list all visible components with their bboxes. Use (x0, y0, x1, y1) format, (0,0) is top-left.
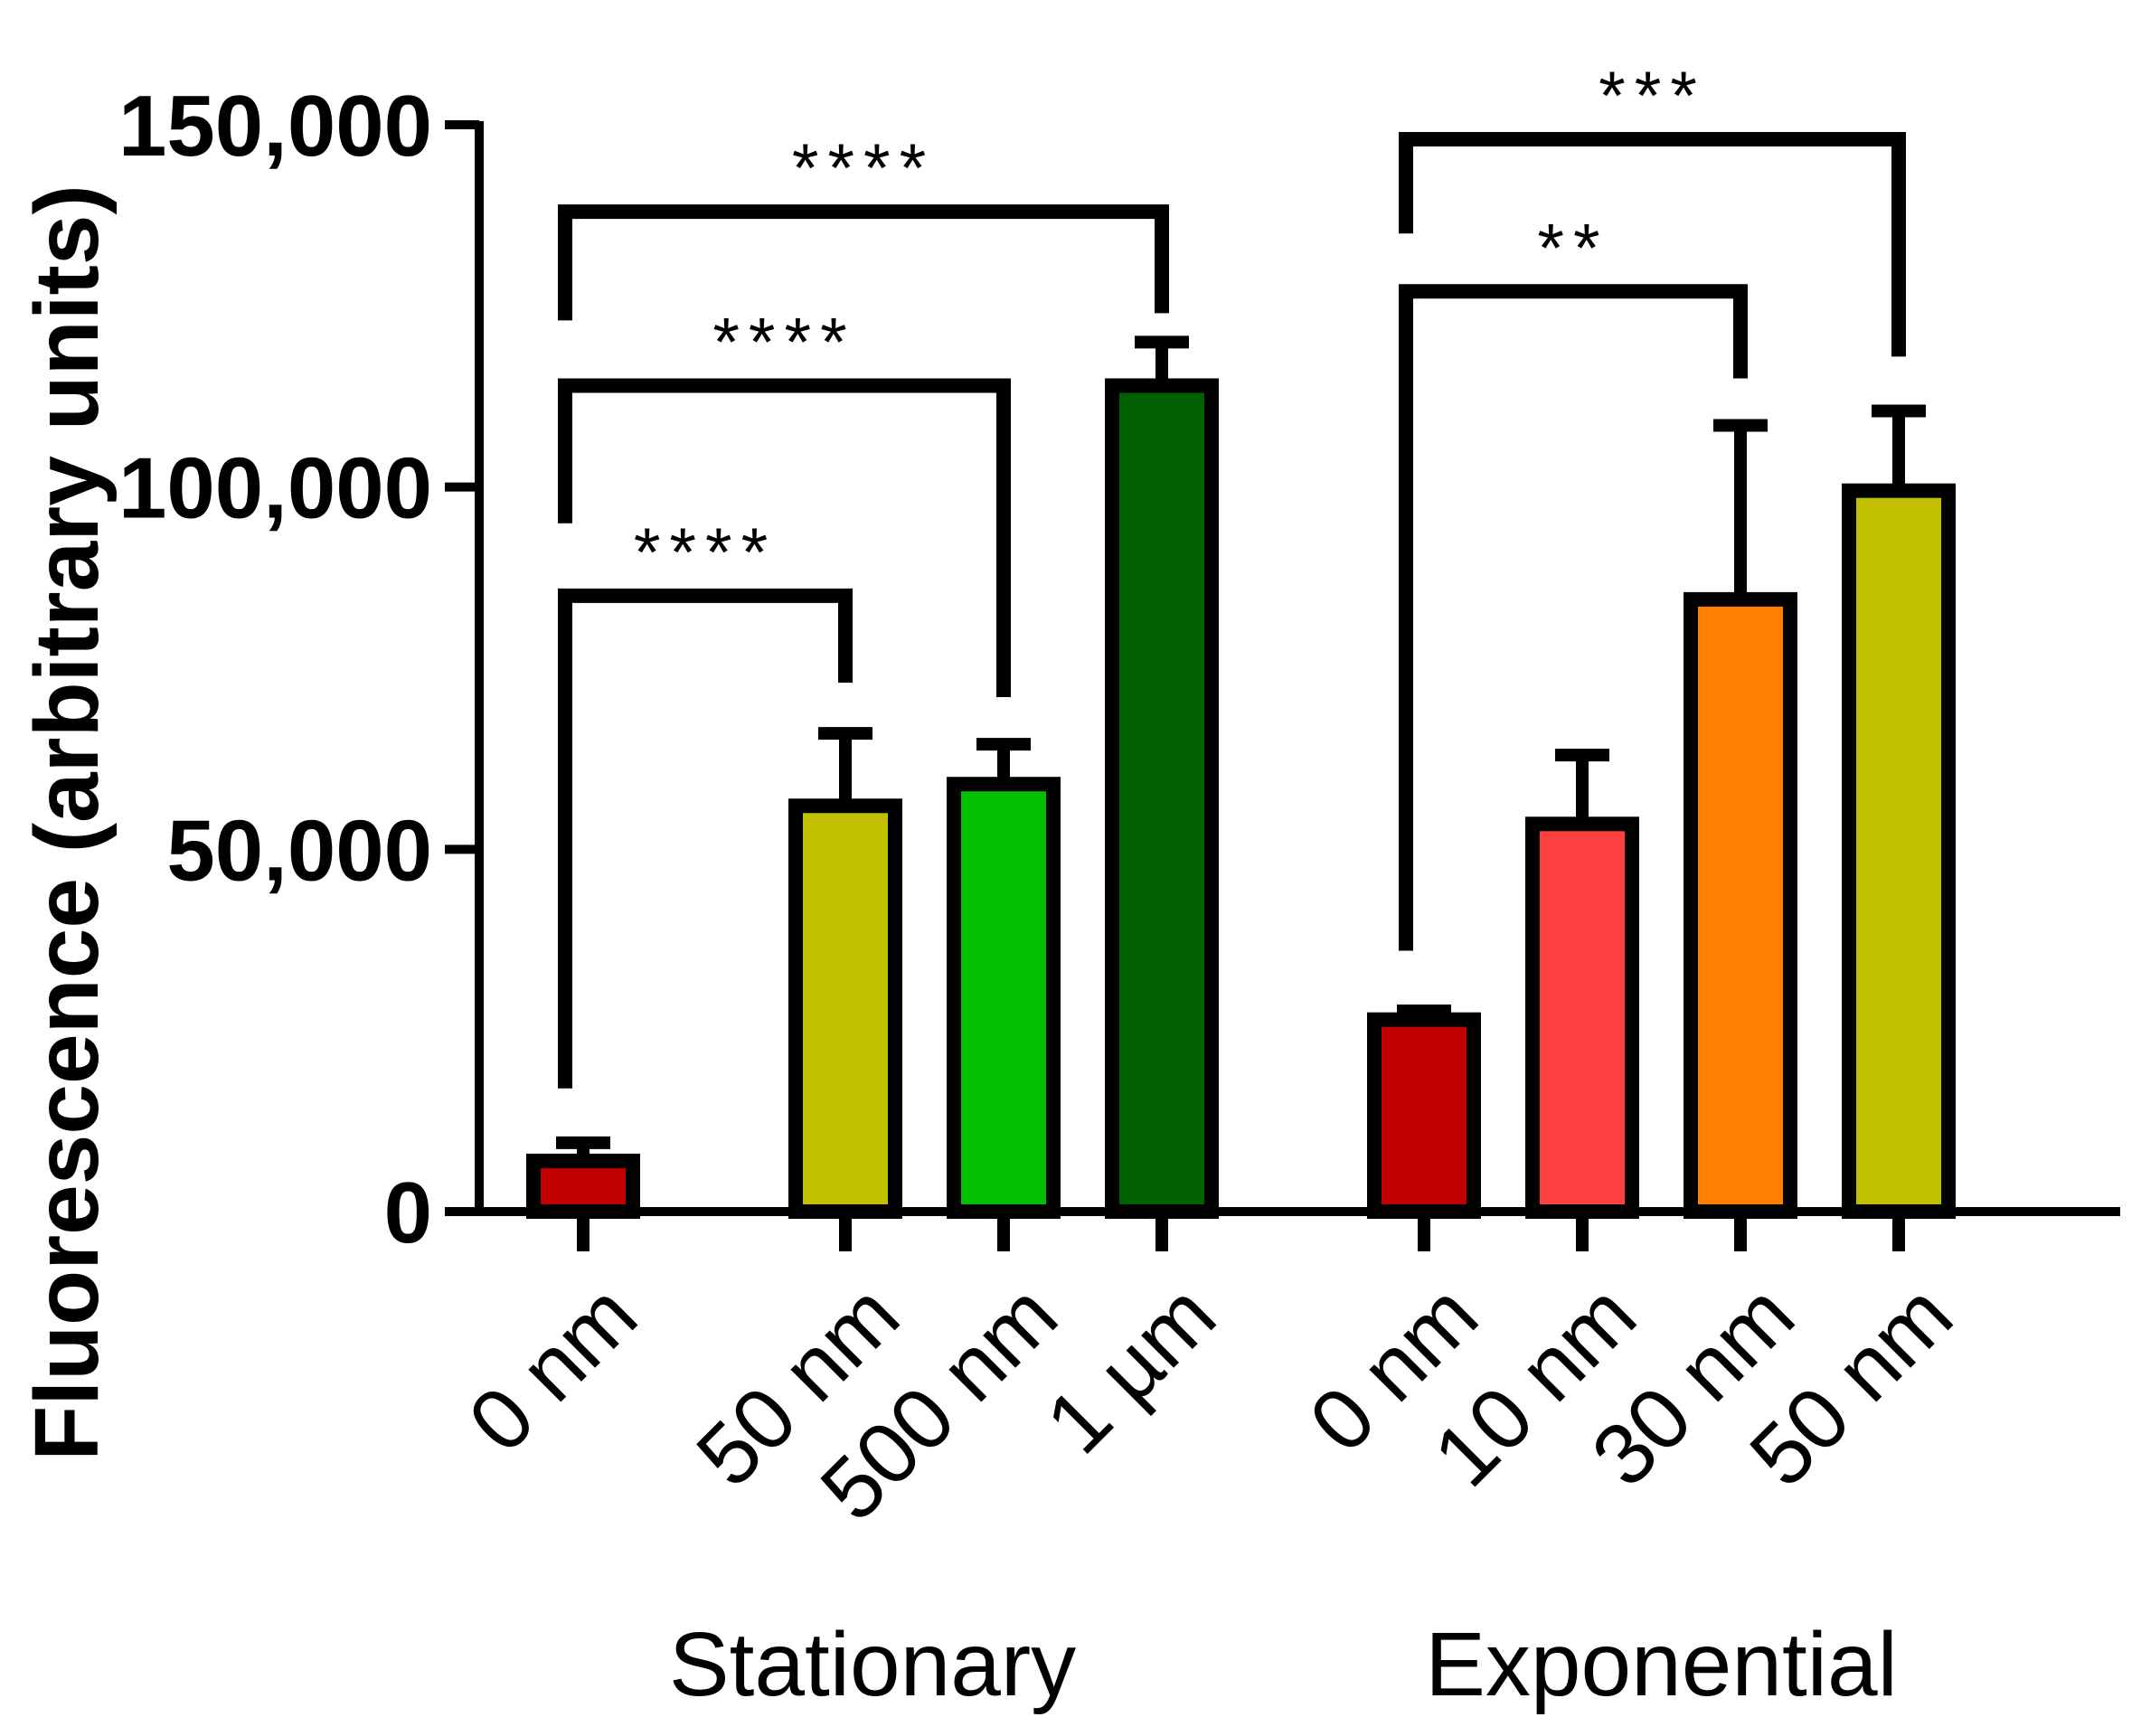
y-tick-label: 50,000 (166, 802, 432, 899)
category-label: 0 nm (450, 1266, 656, 1471)
significance-bracket (1399, 132, 1906, 357)
bar (1842, 483, 1956, 1219)
bar (1525, 816, 1639, 1220)
group-label: Stationary (669, 1614, 1076, 1715)
significance-bracket (558, 588, 853, 1089)
bar (947, 777, 1061, 1219)
significance-label: **** (712, 304, 855, 381)
significance-label: **** (792, 130, 935, 207)
y-tick-label: 0 (384, 1165, 432, 1261)
y-tick-label: 100,000 (118, 440, 432, 537)
bar (788, 798, 902, 1220)
y-tick-label: 150,000 (118, 78, 432, 175)
y-axis-title: Fluorescence (arbitrary units) (16, 184, 118, 1461)
bar (1367, 1012, 1481, 1219)
group-label: Exponential (1425, 1614, 1898, 1715)
bar (526, 1153, 640, 1219)
significance-label: *** (1599, 58, 1706, 135)
bar (1105, 378, 1219, 1220)
significance-bracket (1399, 284, 1748, 951)
significance-label: **** (634, 514, 777, 591)
significance-label: ** (1537, 210, 1608, 287)
significance-bracket (558, 204, 1169, 321)
significance-bracket (558, 378, 1011, 698)
category-label: 1 µm (1028, 1266, 1234, 1472)
bar (1684, 591, 1797, 1219)
